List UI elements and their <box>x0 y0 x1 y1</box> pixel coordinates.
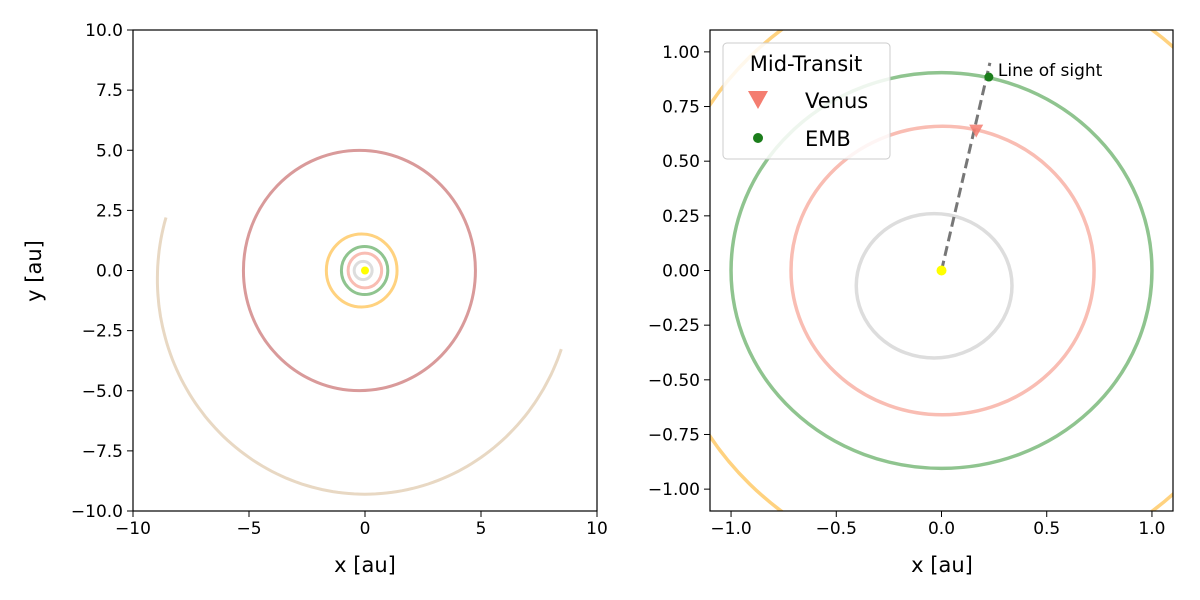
y-tick-label: −5.0 <box>82 382 123 402</box>
y-tick-label: 2.5 <box>96 201 123 221</box>
y-tick-label: −0.75 <box>648 425 700 445</box>
x-tick-label: 0.0 <box>928 519 955 539</box>
y-tick-label: 7.5 <box>96 81 123 101</box>
orbit-path <box>789 124 1096 417</box>
x-tick-label: −10 <box>115 519 151 539</box>
left-y-axis-label: y [au] <box>22 240 46 302</box>
legend-emb-marker <box>753 133 763 143</box>
x-tick-label: 5 <box>476 519 487 539</box>
y-tick-label: −2.5 <box>82 322 123 342</box>
orbit-path <box>339 244 390 297</box>
orbit-path <box>241 148 477 393</box>
orbit-path <box>854 211 1014 360</box>
legend: Mid-Transit Venus EMB <box>722 42 891 160</box>
left-y-ticks: −10.0 −7.5 −5.0 −2.5 0.0 2.5 5.0 7.5 10.0 <box>71 21 133 522</box>
y-tick-label: 0.25 <box>662 207 700 227</box>
y-tick-label: 0.0 <box>96 262 123 282</box>
y-tick-label: −0.50 <box>648 371 700 391</box>
legend-venus-marker <box>748 91 768 109</box>
y-tick-label: −10.0 <box>71 502 123 522</box>
emb-marker <box>984 72 994 82</box>
y-tick-label: −0.25 <box>648 316 700 336</box>
right-y-ticks: −1.00 −0.75 −0.50 −0.25 0.00 0.25 0.50 0.75 1.00 <box>648 43 710 500</box>
right-plot-area <box>710 30 1173 511</box>
orbit-arc <box>155 217 563 496</box>
y-tick-label: 5.0 <box>96 141 123 161</box>
legend-box <box>722 42 891 160</box>
right-x-ticks: −1.0 −0.5 0.0 0.5 1.0 <box>710 511 1165 539</box>
right-x-axis-label: x [au] <box>911 553 973 577</box>
x-tick-label: −0.5 <box>816 519 857 539</box>
orbit-path <box>346 251 384 290</box>
y-tick-label: −1.00 <box>648 480 700 500</box>
y-tick-label: 0.75 <box>662 98 700 118</box>
line-of-sight <box>940 62 992 271</box>
y-tick-label: −7.5 <box>82 442 123 462</box>
left-x-ticks: −10 −5 0 5 10 <box>115 511 608 539</box>
legend-title: Mid-Transit <box>750 52 863 76</box>
y-tick-label: 10.0 <box>85 21 123 41</box>
legend-label: Venus <box>805 89 868 113</box>
legend-entries: Venus EMB <box>748 89 868 151</box>
y-tick-label: 0.50 <box>662 152 700 172</box>
y-tick-label: 0.00 <box>662 262 700 282</box>
left-plot-area <box>155 148 563 496</box>
x-tick-label: −1.0 <box>710 519 751 539</box>
legend-label: EMB <box>805 127 851 151</box>
x-tick-label: 10 <box>586 519 608 539</box>
line-of-sight-label: Line of sight <box>998 61 1103 81</box>
x-tick-label: 0.5 <box>1033 519 1060 539</box>
orbit-path <box>729 70 1154 471</box>
x-tick-label: 1.0 <box>1138 519 1165 539</box>
sun-marker <box>936 265 947 276</box>
sun-marker <box>361 266 369 275</box>
venus-marker <box>969 124 984 138</box>
y-tick-label: 1.00 <box>662 43 700 63</box>
left-x-axis-label: x [au] <box>334 553 396 577</box>
right-panel: −1.0 −0.5 0.0 0.5 1.0 −1.00 −0.75 −0.50 −0.25 0.… <box>648 29 1174 577</box>
x-tick-label: 0 <box>360 519 371 539</box>
x-tick-label: −5 <box>236 519 261 539</box>
orbit-path <box>352 259 374 282</box>
orbit-path <box>324 232 399 309</box>
left-panel: −10 −5 0 5 10 −10.0 −7.5 −5.0 −2.5 0.0 2.5 5.0 7.5 1… <box>22 21 608 577</box>
